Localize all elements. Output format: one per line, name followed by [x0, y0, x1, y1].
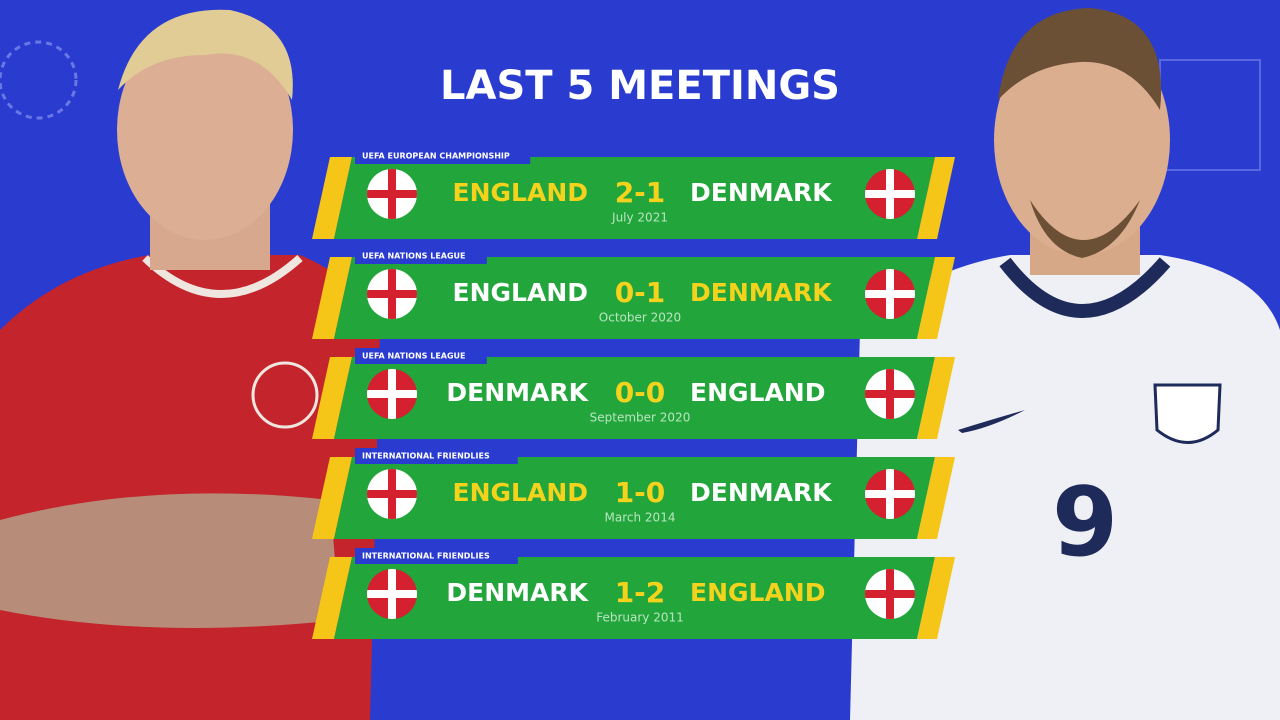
date: October 2020: [599, 311, 681, 325]
flag-cross-h: [367, 290, 417, 298]
competition-tab: [355, 148, 531, 164]
row-band: [334, 557, 935, 639]
home-flag: [367, 269, 417, 319]
row-stripe-right: [917, 357, 955, 439]
score: 2-1: [615, 176, 666, 209]
flag-cross-h: [865, 490, 915, 498]
date: February 2011: [596, 611, 684, 625]
competition: INTERNATIONAL FRIENDLIES: [362, 452, 490, 461]
flag-body: [865, 169, 915, 219]
row-band: [334, 457, 935, 539]
home-flag: [367, 469, 417, 519]
away-team: DENMARK: [690, 478, 833, 507]
flag-body: [367, 269, 417, 319]
row-stripe-right: [917, 157, 955, 239]
row-stripe-right: [917, 257, 955, 339]
match-row: INTERNATIONAL FRIENDLIES ENGLAND 1-0 DENMAR…: [312, 448, 955, 539]
competition-tab: [355, 448, 518, 464]
competition: UEFA NATIONS LEAGUE: [362, 352, 466, 361]
row-stripe-left: [312, 357, 352, 439]
flag-cross-h: [367, 390, 417, 398]
flag-cross-h: [865, 290, 915, 298]
player-right: 9: [850, 8, 1280, 720]
competition: UEFA NATIONS LEAGUE: [362, 252, 466, 261]
date: July 2021: [611, 211, 668, 225]
home-team: ENGLAND: [453, 278, 588, 307]
flag-cross-h: [367, 490, 417, 498]
home-team: DENMARK: [446, 378, 589, 407]
away-flag: [865, 269, 915, 319]
decor-circle: [0, 40, 78, 120]
score: 0-1: [615, 276, 666, 309]
date: September 2020: [590, 411, 691, 425]
flag-body: [865, 469, 915, 519]
row-band: [334, 157, 935, 239]
competition: UEFA EUROPEAN CHAMPIONSHIP: [362, 152, 510, 161]
competition-tab: [355, 248, 487, 264]
row-stripe-left: [312, 257, 352, 339]
away-flag: [865, 469, 915, 519]
away-team: ENGLAND: [690, 378, 825, 407]
date: March 2014: [605, 511, 676, 525]
svg-text:9: 9: [1052, 468, 1118, 578]
flag-body: [367, 369, 417, 419]
flag-body: [367, 469, 417, 519]
competition: INTERNATIONAL FRIENDLIES: [362, 552, 490, 561]
row-band: [334, 357, 935, 439]
competition-tab: [355, 548, 518, 564]
away-team: ENGLAND: [690, 578, 825, 607]
home-flag: [367, 369, 417, 419]
row-stripe-right: [917, 457, 955, 539]
match-row: INTERNATIONAL FRIENDLIES DENMARK 1-2 ENGLAN…: [312, 548, 955, 639]
score: 0-0: [615, 376, 666, 409]
row-stripe-left: [312, 557, 352, 639]
flag-body: [865, 569, 915, 619]
competition-tab: [355, 348, 487, 364]
home-team: DENMARK: [446, 578, 589, 607]
home-flag: [367, 169, 417, 219]
match-row: UEFA NATIONS LEAGUE DENMARK 0-0 ENGLAND Sept…: [312, 348, 955, 439]
match-row: UEFA NATIONS LEAGUE ENGLAND 0-1 DENMARK Octo…: [312, 248, 955, 339]
row-stripe-left: [312, 457, 352, 539]
away-team: DENMARK: [690, 278, 833, 307]
row-band: [334, 257, 935, 339]
home-team: ENGLAND: [453, 178, 588, 207]
home-team: ENGLAND: [453, 478, 588, 507]
away-flag: [865, 369, 915, 419]
score: 1-2: [615, 576, 666, 609]
flag-body: [367, 569, 417, 619]
match-row: UEFA EUROPEAN CHAMPIONSHIP ENGLAND 2-1 DENM…: [312, 148, 955, 239]
player-left: [0, 9, 380, 720]
title: LAST 5 MEETINGS: [440, 63, 840, 109]
flag-cross-h: [865, 590, 915, 598]
flag-body: [367, 169, 417, 219]
flag-cross-h: [367, 190, 417, 198]
flag-cross-h: [865, 190, 915, 198]
row-stripe-left: [312, 157, 352, 239]
away-flag: [865, 169, 915, 219]
flag-body: [865, 369, 915, 419]
flag-body: [865, 269, 915, 319]
away-team: DENMARK: [690, 178, 833, 207]
flag-cross-h: [367, 590, 417, 598]
row-stripe-right: [917, 557, 955, 639]
flag-cross-h: [865, 390, 915, 398]
away-flag: [865, 569, 915, 619]
home-flag: [367, 569, 417, 619]
score: 1-0: [615, 476, 666, 509]
